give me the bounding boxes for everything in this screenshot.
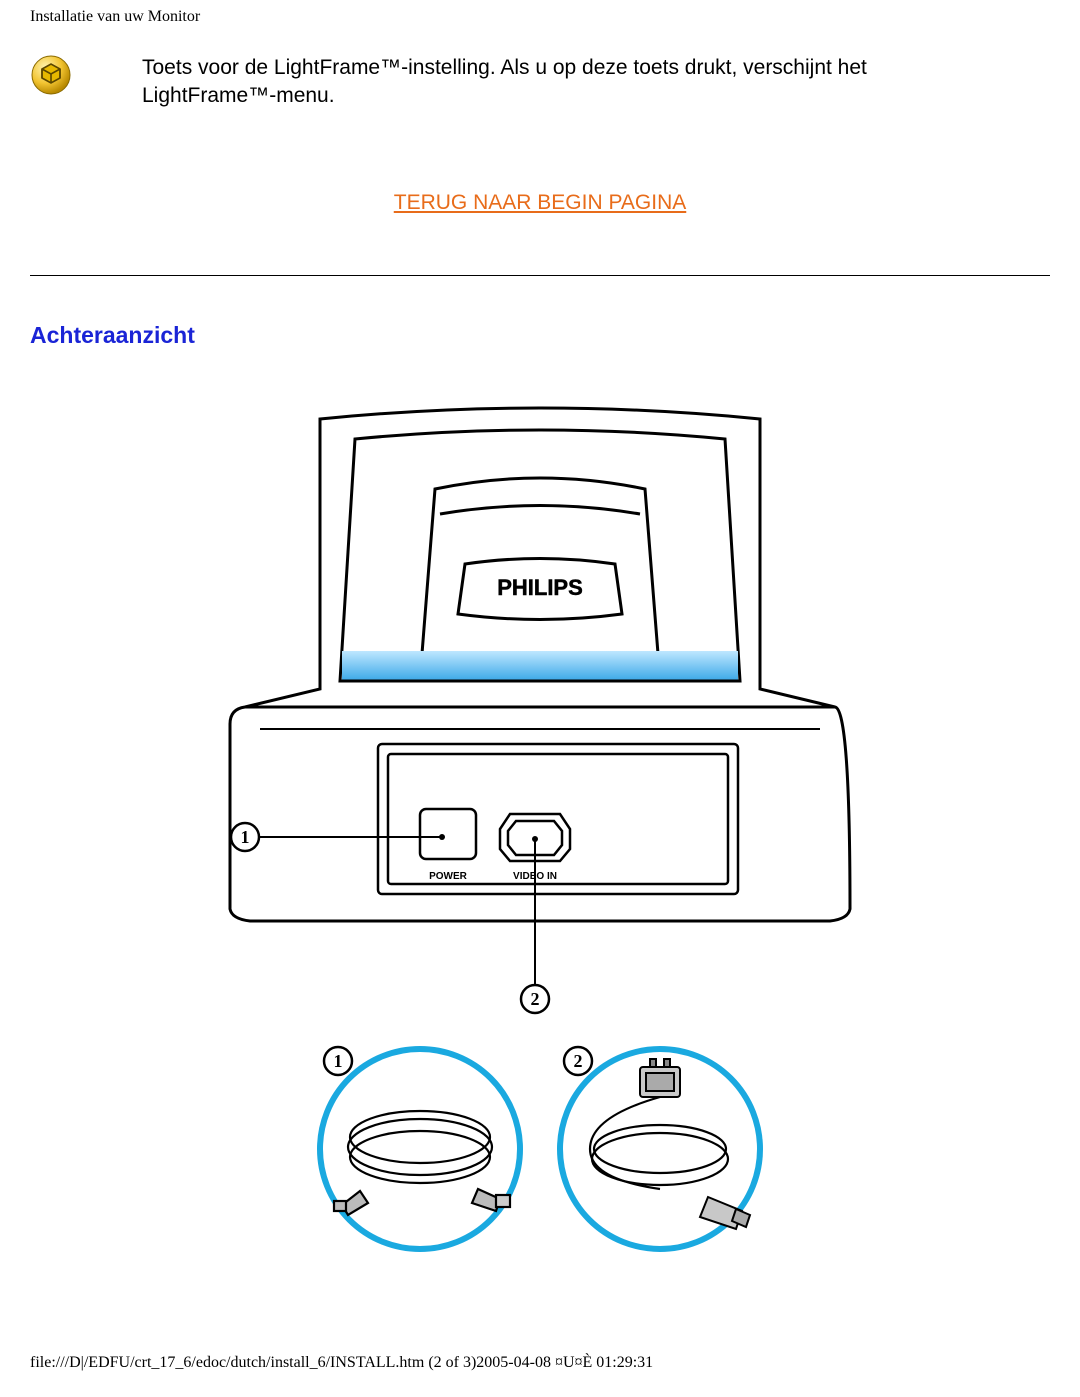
section-title-rear-view: Achteraanzicht [30,276,1050,389]
callout-1: 1 [241,827,250,847]
intro-text: Toets voor de LightFrame™-instelling. Al… [142,54,902,111]
port-label-power: POWER [429,871,468,882]
lightframe-icon [30,54,72,96]
page-footer: file:///D|/EDFU/crt_17_6/edoc/dutch/inst… [30,1344,1050,1382]
detail-video-cable: 2 [560,1047,760,1249]
intro-row: Toets voor de LightFrame™-instelling. Al… [30,44,1050,151]
callout-2: 2 [531,989,540,1009]
rear-view-diagram: PHILIPS POWE [30,389,1050,1344]
brand-label: PHILIPS [497,575,583,600]
detail-power-cable: 1 [320,1047,520,1249]
svg-text:2: 2 [574,1051,583,1071]
page-header: Installatie van uw Monitor [30,0,1050,44]
back-to-top-link[interactable]: TERUG NAAR BEGIN PAGINA [30,151,1050,275]
svg-text:1: 1 [334,1051,343,1071]
